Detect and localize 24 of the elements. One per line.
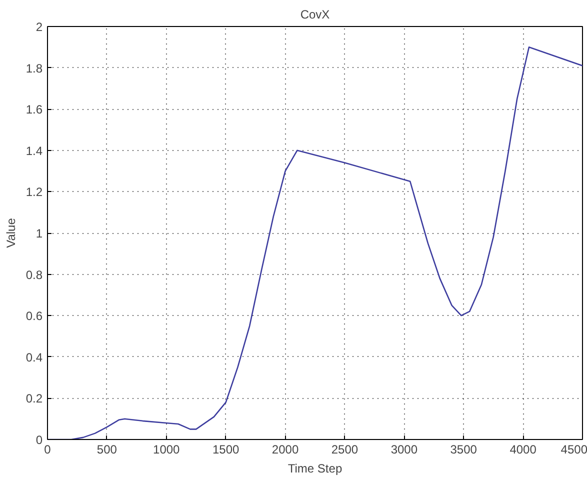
- x-tick-label: 4500: [560, 442, 587, 456]
- y-tick-label: 0.8: [26, 268, 43, 282]
- x-axis-title: Time Step: [288, 462, 342, 476]
- y-tick-label: 1.6: [26, 102, 43, 117]
- x-tick-label: 4000: [510, 442, 537, 456]
- x-tick-label: 500: [96, 442, 118, 456]
- x-tick-label: 3500: [450, 442, 478, 456]
- y-tick-label: 1.4: [26, 144, 43, 158]
- y-axis-title: Value: [4, 218, 18, 248]
- chart-title: CovX: [300, 8, 330, 22]
- y-tick-label: 1: [36, 226, 43, 240]
- x-tick-label: 2000: [272, 442, 299, 456]
- x-tick-label: 0: [44, 442, 52, 456]
- x-tick-label: 2500: [331, 442, 358, 456]
- y-tick-label: 0.6: [26, 309, 43, 324]
- y-tick-label: 0.2: [26, 392, 43, 406]
- y-tick-label: 0: [36, 433, 43, 447]
- y-tick-label: 2: [36, 20, 43, 34]
- x-tick-label: 1500: [212, 442, 240, 456]
- y-tick-label: 0.4: [26, 350, 43, 364]
- y-tick-label: 1.8: [26, 61, 43, 76]
- x-tick-label: 3000: [390, 442, 418, 456]
- x-tick-label: 1000: [153, 442, 180, 456]
- y-tick-label: 1.2: [26, 185, 43, 200]
